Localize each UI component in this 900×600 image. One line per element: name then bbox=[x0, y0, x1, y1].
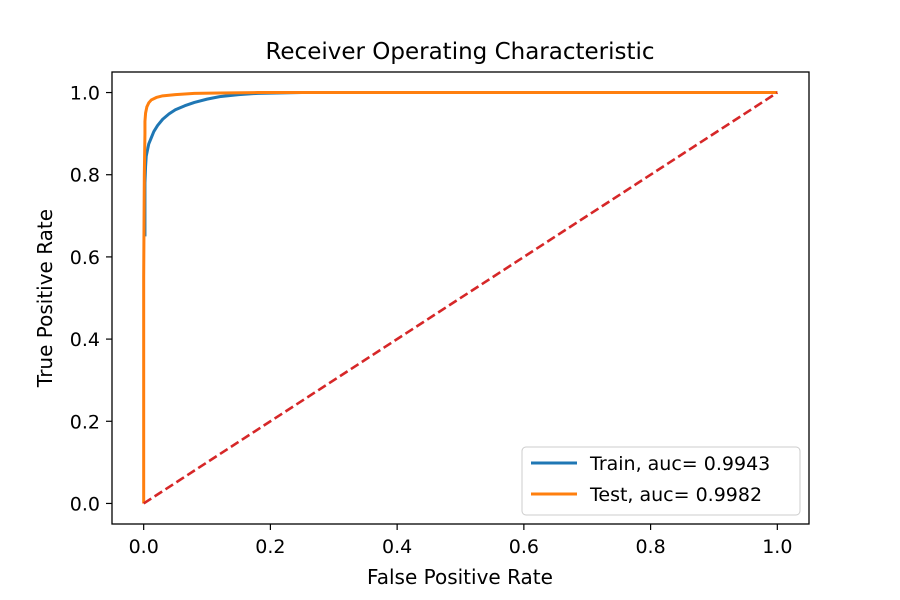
x-tick-label: 1.0 bbox=[762, 536, 792, 558]
y-tick-label: 0.8 bbox=[70, 165, 100, 187]
legend-label-test: Test, auc= 0.9982 bbox=[589, 484, 762, 506]
x-tick-label: 0.0 bbox=[129, 536, 159, 558]
x-tick-label: 0.8 bbox=[635, 536, 665, 558]
series-layer bbox=[142, 91, 779, 505]
chance-line bbox=[142, 91, 779, 505]
y-tick-label: 0.0 bbox=[70, 493, 100, 515]
legend: Train, auc= 0.9943 Test, auc= 0.9982 bbox=[521, 446, 801, 516]
x-axis-title: False Positive Rate bbox=[367, 565, 553, 589]
legend-box bbox=[521, 446, 801, 516]
legend-label-train: Train, auc= 0.9943 bbox=[589, 453, 770, 475]
y-axis-title: True Positive Rate bbox=[33, 209, 57, 388]
x-tick-label: 0.4 bbox=[382, 536, 412, 558]
x-tick-label: 0.6 bbox=[509, 536, 539, 558]
roc-curve-test bbox=[142, 91, 778, 504]
chart-title: Receiver Operating Characteristic bbox=[265, 39, 654, 65]
plot-frame bbox=[111, 71, 810, 525]
roc-curve-train bbox=[143, 91, 778, 237]
y-tick-label: 0.2 bbox=[70, 411, 100, 433]
y-tick-label: 1.0 bbox=[70, 83, 100, 105]
y-tick-label: 0.4 bbox=[70, 329, 100, 351]
y-axis: 0.0 0.2 0.4 0.6 0.8 1.0 bbox=[70, 83, 112, 515]
x-tick-label: 0.2 bbox=[255, 536, 285, 558]
x-axis: 0.0 0.2 0.4 0.6 0.8 1.0 bbox=[129, 524, 792, 558]
y-tick-label: 0.6 bbox=[70, 247, 100, 269]
